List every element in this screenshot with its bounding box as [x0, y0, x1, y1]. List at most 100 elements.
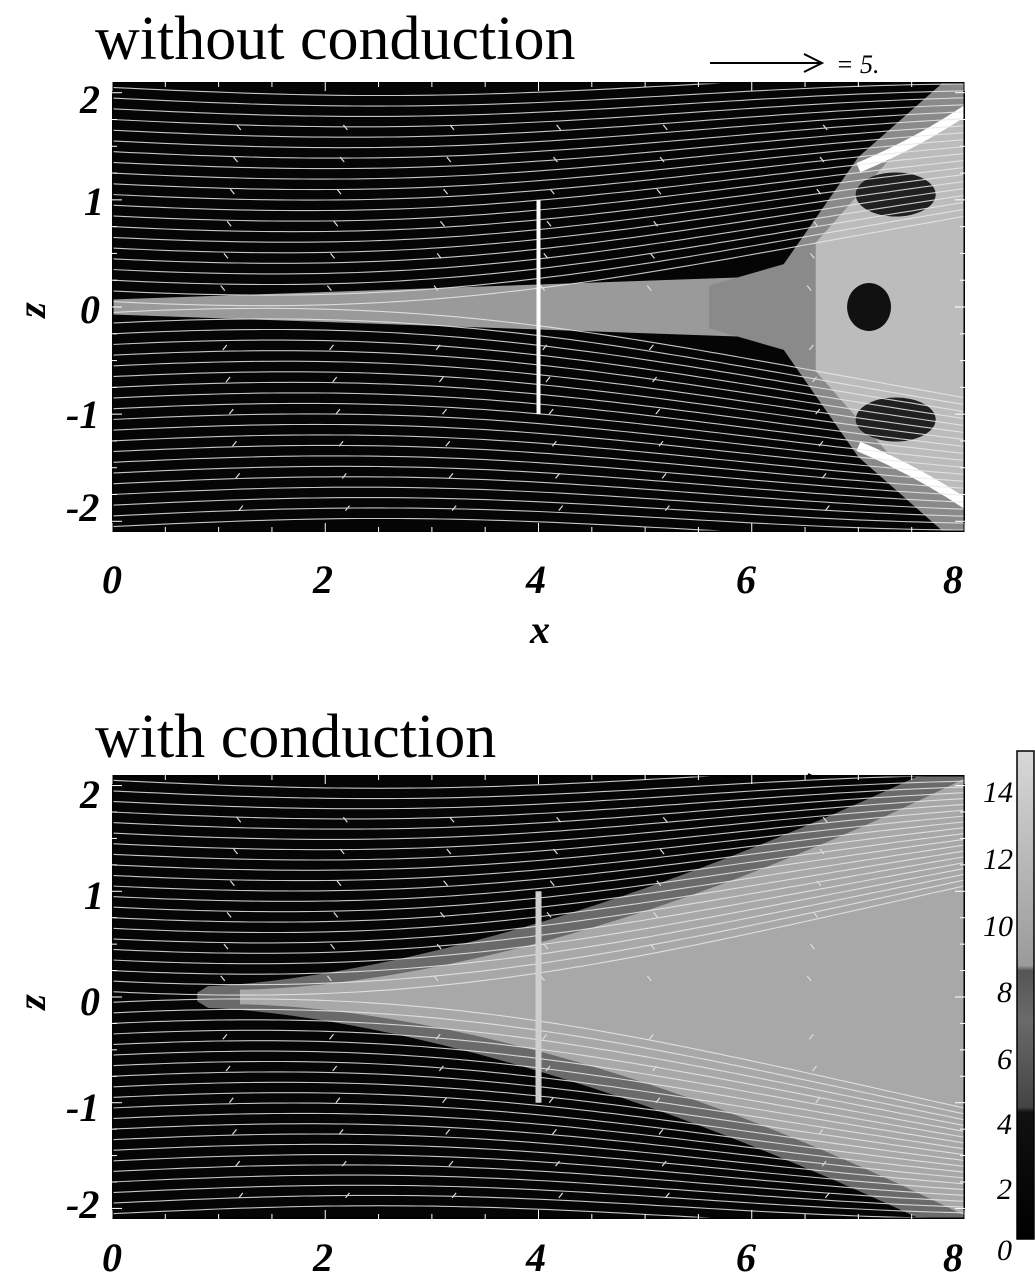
velocity-vector	[329, 344, 334, 351]
field-line	[112, 885, 965, 996]
velocity-vector	[656, 880, 662, 887]
field-line	[112, 1112, 965, 1173]
velocity-vector	[543, 943, 549, 950]
top-ytick-2: 2	[80, 77, 100, 122]
velocity-vector	[653, 220, 659, 227]
velocity-vector	[648, 1033, 654, 1040]
velocity-vector	[436, 253, 442, 259]
field-line	[112, 173, 965, 243]
field-line	[112, 1205, 741, 1219]
field-line	[112, 998, 965, 1109]
field-line	[112, 476, 965, 510]
velocity-vector	[652, 1065, 658, 1072]
velocity-vector	[345, 505, 350, 511]
velocity-vector	[808, 1033, 814, 1040]
velocity-vector	[661, 1160, 667, 1167]
velocity-vector	[442, 408, 448, 415]
velocity-vector	[336, 188, 342, 195]
lower-dark-lobe	[855, 397, 936, 442]
velocity-vector	[326, 975, 332, 982]
field-line	[112, 861, 965, 954]
velocity-vector	[341, 473, 347, 479]
velocity-vector	[556, 816, 562, 823]
velocity-vector	[225, 376, 231, 383]
bottom-xtick-8: 8	[943, 1235, 963, 1280]
bottom-ytick-2: 2	[80, 772, 100, 817]
velocity-vector	[821, 473, 827, 479]
velocity-vector	[809, 943, 815, 950]
velocity-vector	[220, 285, 226, 291]
field-line	[112, 844, 965, 923]
velocity-vector	[236, 816, 242, 823]
velocity-vector	[236, 124, 242, 131]
field-line	[112, 1164, 965, 1202]
velocity-vector	[646, 975, 652, 982]
velocity-vector	[449, 124, 455, 131]
top-panel-title: without conduction	[95, 5, 576, 73]
velocity-vector	[228, 1097, 234, 1104]
velocity-vector	[435, 1033, 441, 1040]
velocity-vector	[816, 188, 822, 195]
velocity-vector	[339, 156, 345, 163]
velocity-vector	[232, 1129, 237, 1135]
colorbar	[1016, 750, 1035, 1240]
field-line	[112, 402, 965, 461]
top-xtick-2: 2	[313, 557, 333, 602]
velocity-vector	[438, 376, 444, 383]
velocity-vector	[229, 188, 235, 195]
field-line	[112, 82, 753, 97]
velocity-vector	[442, 1097, 448, 1104]
velocity-vector	[656, 188, 662, 195]
velocity-vector	[558, 505, 564, 511]
velocity-vector	[812, 1065, 817, 1072]
field-line	[112, 838, 965, 913]
field-line	[112, 1029, 965, 1127]
field-line	[112, 146, 965, 201]
velocity-vector	[822, 816, 828, 823]
field-line	[112, 111, 965, 149]
velocity-vector	[238, 1192, 244, 1199]
velocity-vector	[815, 408, 821, 415]
velocity-vector	[815, 1097, 821, 1104]
velocity-vector	[446, 848, 452, 855]
velocity-vector	[448, 473, 454, 479]
velocity-vector	[546, 220, 552, 227]
velocity-vector	[824, 1192, 830, 1199]
field-line	[112, 423, 965, 475]
velocity-vector	[228, 408, 234, 415]
field-line	[112, 180, 965, 254]
velocity-vector	[542, 344, 548, 351]
field-line	[112, 1060, 965, 1144]
field-line	[112, 1071, 965, 1150]
velocity-vector	[818, 440, 824, 447]
field-line	[112, 1040, 965, 1133]
velocity-vector	[223, 943, 229, 950]
velocity-vector	[439, 912, 445, 918]
velocity-vector	[448, 1160, 454, 1167]
bottom-ylabel: z	[8, 994, 54, 1010]
field-line	[112, 465, 965, 503]
velocity-vector	[222, 344, 228, 351]
field-line	[112, 517, 753, 532]
field-line	[112, 1008, 965, 1115]
velocity-vector	[341, 1160, 347, 1167]
velocity-vector	[655, 1097, 661, 1104]
velocity-vector	[662, 816, 668, 823]
field-line	[112, 827, 965, 892]
velocity-vector	[813, 220, 819, 227]
top-ytick-m1: -1	[66, 392, 100, 437]
velocity-vector	[816, 880, 822, 887]
field-line	[112, 201, 965, 286]
velocity-vector	[558, 1192, 564, 1199]
velocity-vector	[549, 880, 555, 887]
velocity-vector	[648, 344, 654, 351]
velocity-vector	[819, 156, 825, 163]
field-line	[112, 821, 965, 882]
top-ytick-m2: -2	[66, 485, 100, 530]
field-line	[112, 803, 965, 851]
field-line	[112, 1081, 965, 1156]
field-line	[112, 159, 965, 222]
velocity-vector	[326, 285, 332, 291]
velocity-vector	[819, 848, 825, 855]
velocity-vector	[345, 1192, 350, 1199]
